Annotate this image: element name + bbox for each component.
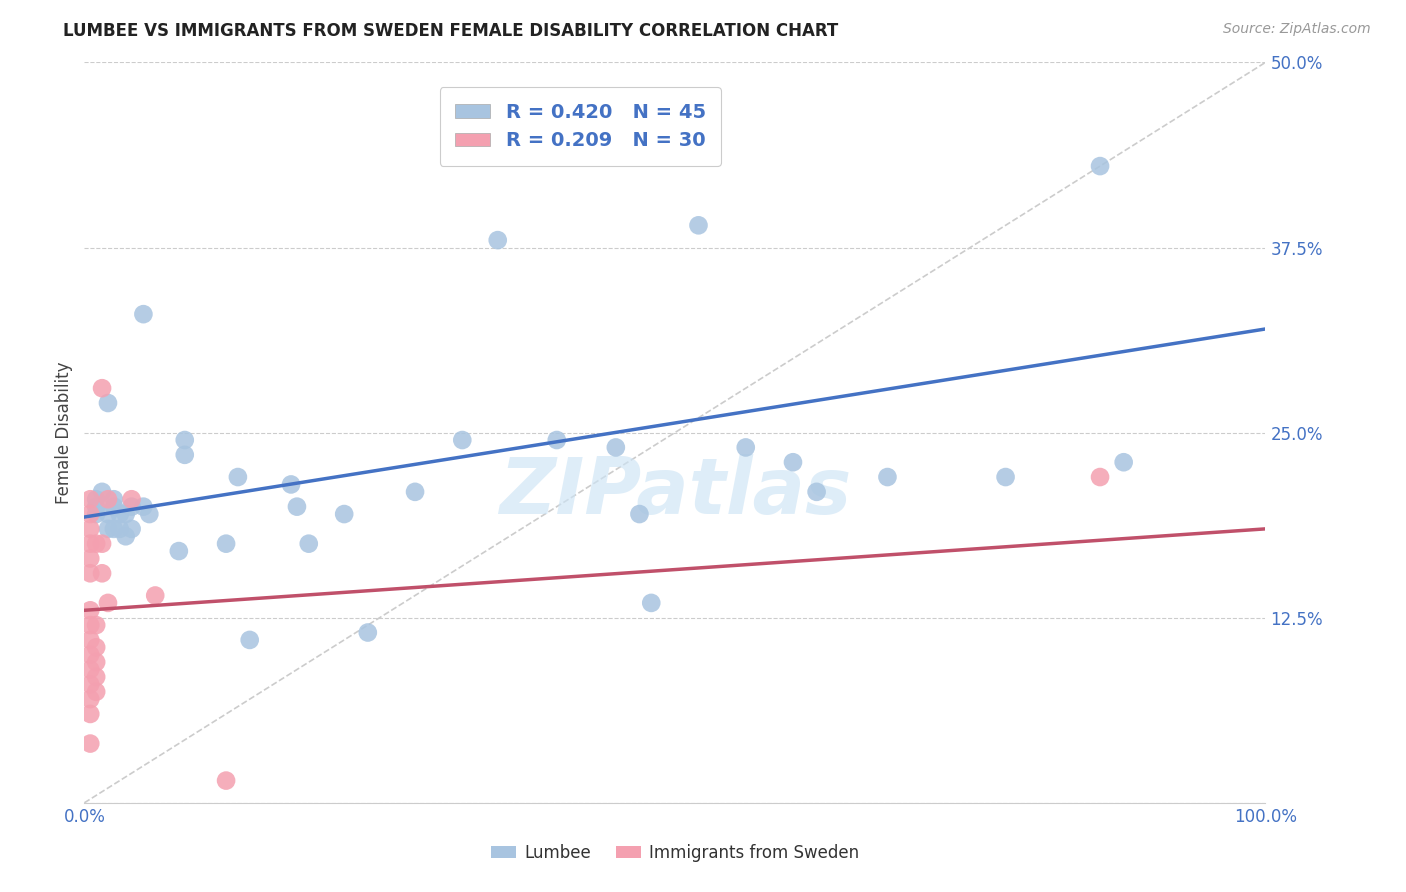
Point [91,484,114,499]
Point [333,507,356,521]
Point [91,381,114,395]
Point [79,551,101,566]
Point [79,603,101,617]
Point [84,685,107,699]
Point [640,596,662,610]
Point [114,507,136,521]
Point [84,492,107,507]
Point [285,500,308,514]
Point [79,536,101,550]
Point [876,470,898,484]
Point [79,648,101,662]
Point [84,618,107,632]
Point [132,500,155,514]
Point [84,670,107,684]
Point [357,625,380,640]
Point [103,522,125,536]
Point [994,470,1017,484]
Point [114,529,136,543]
Point [97,522,120,536]
Point [486,233,509,247]
Point [782,455,804,469]
Point [1112,455,1135,469]
Point [91,536,114,550]
Y-axis label: Female Disability: Female Disability [55,361,73,504]
Point [1088,159,1111,173]
Point [239,632,262,647]
Point [138,507,160,521]
Point [1088,470,1111,484]
Point [451,433,474,447]
Point [173,433,195,447]
Point [215,536,238,550]
Point [97,596,120,610]
Point [79,632,101,647]
Point [79,706,101,721]
Point [806,484,828,499]
Point [226,470,249,484]
Point [97,507,120,521]
Point [404,484,426,499]
Point [215,773,238,788]
Point [79,618,101,632]
Point [84,655,107,669]
Point [84,536,107,550]
Point [84,640,107,655]
Point [605,441,627,455]
Point [79,692,101,706]
Point [79,663,101,677]
Point [628,507,651,521]
Point [121,492,143,507]
Point [298,536,321,550]
Point [108,522,131,536]
Point [103,500,125,514]
Text: LUMBEE VS IMMIGRANTS FROM SWEDEN FEMALE DISABILITY CORRELATION CHART: LUMBEE VS IMMIGRANTS FROM SWEDEN FEMALE … [63,22,838,40]
Point [734,441,756,455]
Point [79,507,101,521]
Point [167,544,190,558]
Text: Source: ZipAtlas.com: Source: ZipAtlas.com [1223,22,1371,37]
Point [79,737,101,751]
Point [688,219,710,233]
Text: ZIPatlas: ZIPatlas [499,454,851,530]
Point [108,507,131,521]
Point [103,492,125,507]
Point [121,522,143,536]
Point [97,396,120,410]
Point [143,589,166,603]
Point [79,566,101,581]
Point [546,433,568,447]
Point [121,500,143,514]
Point [84,500,107,514]
Point [173,448,195,462]
Point [280,477,302,491]
Point [97,492,120,507]
Point [79,522,101,536]
Point [132,307,155,321]
Point [84,507,107,521]
Point [79,492,101,507]
Point [79,677,101,691]
Legend: Lumbee, Immigrants from Sweden: Lumbee, Immigrants from Sweden [484,838,866,869]
Point [91,566,114,581]
